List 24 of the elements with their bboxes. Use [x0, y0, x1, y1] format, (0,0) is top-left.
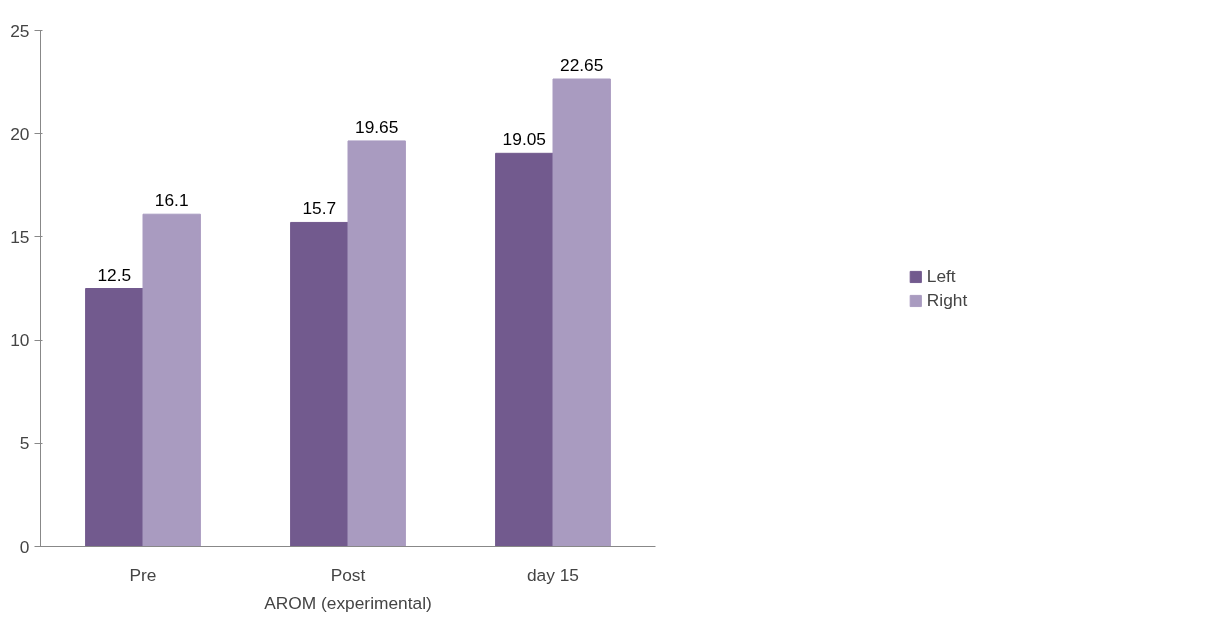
data-label: 12.5	[97, 264, 132, 285]
legend-label: Right	[926, 289, 968, 311]
y-tick-label: 10	[10, 330, 30, 351]
bar	[552, 78, 611, 547]
data-label: 16.1	[154, 190, 189, 211]
data-label: 19.65	[355, 116, 399, 137]
bar	[142, 213, 201, 547]
y-tick-label: 25	[10, 20, 30, 41]
data-label: 19.05	[502, 129, 546, 150]
bar	[290, 221, 349, 547]
x-axis-title: AROM (experimental)	[264, 592, 432, 613]
legend-label: Left	[926, 265, 956, 287]
y-tick-label: 20	[10, 123, 30, 144]
bar	[85, 288, 144, 547]
y-tick-label: 15	[10, 226, 30, 247]
y-tick-label: 0	[19, 536, 30, 557]
data-label: 15.7	[302, 198, 337, 219]
data-label: 22.65	[560, 55, 604, 75]
bar	[495, 152, 554, 547]
x-tick-label: Post	[330, 564, 366, 585]
bar	[347, 140, 406, 547]
x-tick-label: day 15	[526, 564, 580, 585]
y-tick-label: 5	[19, 433, 30, 454]
x-tick-label: Pre	[129, 564, 157, 585]
